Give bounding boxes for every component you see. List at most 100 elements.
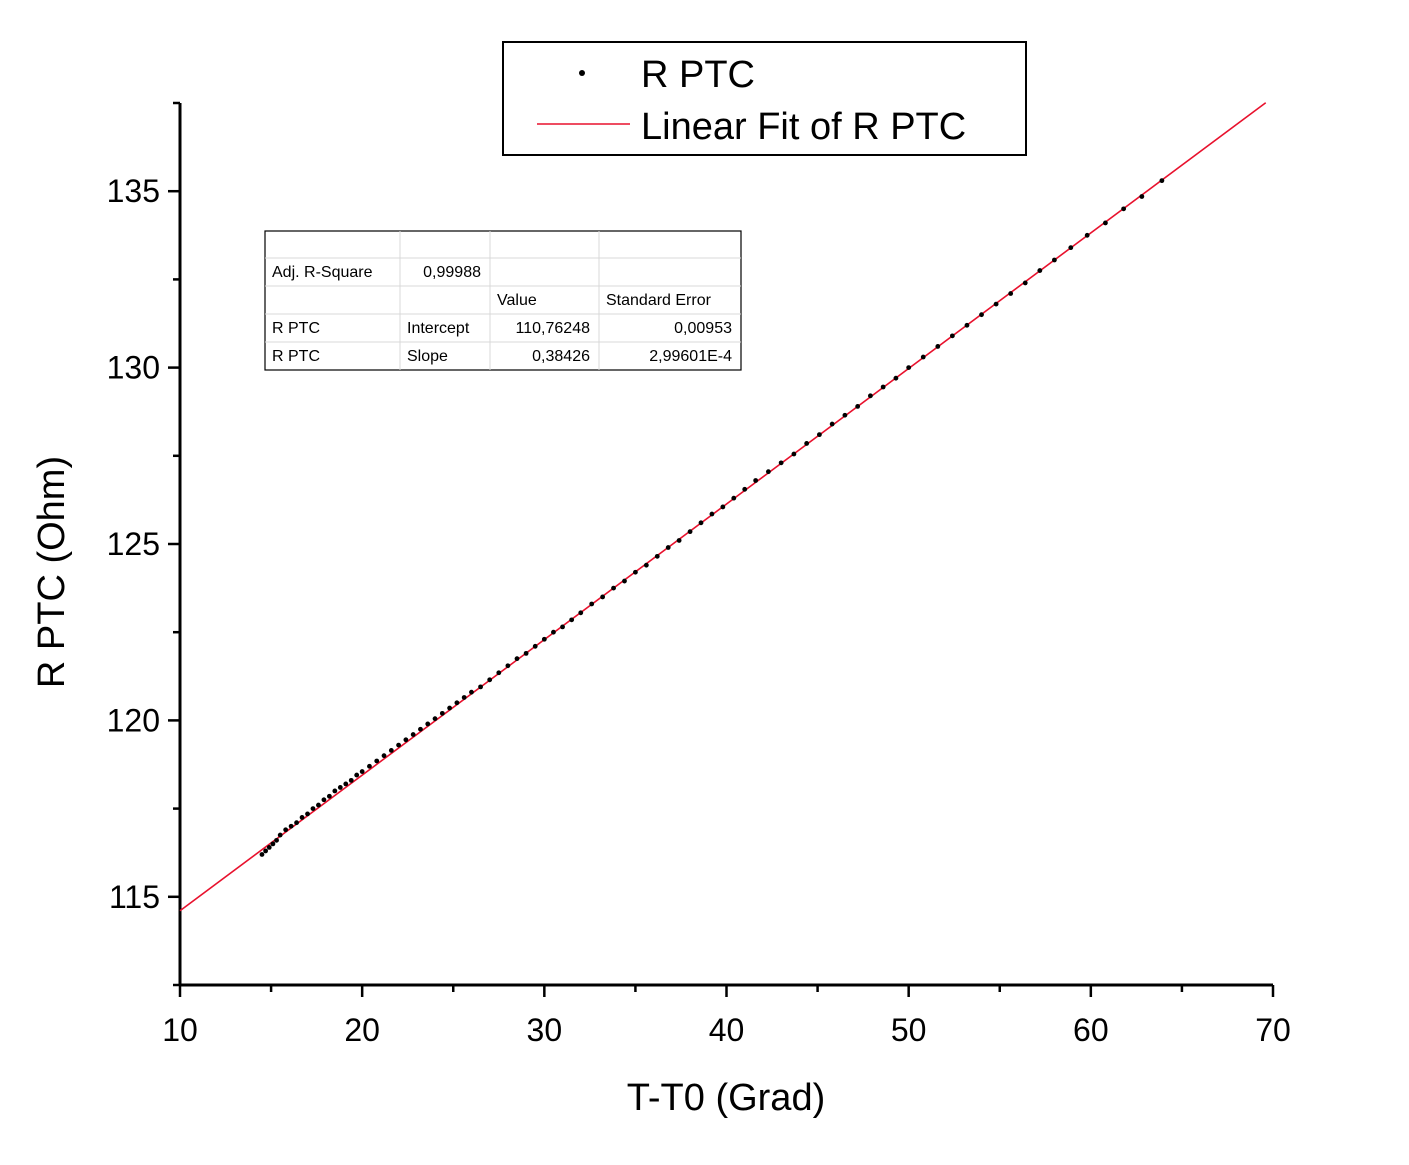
stats-table-border: [264, 230, 742, 371]
legend-box: [502, 41, 1027, 156]
x-tick-label: 20: [344, 1012, 380, 1048]
data-point: [321, 797, 327, 803]
legend-marker-r-ptc: [579, 70, 585, 76]
data-point: [266, 845, 272, 850]
x-tick-label: 70: [1255, 1012, 1291, 1048]
data-point: [687, 529, 693, 535]
data-point: [299, 815, 305, 820]
data-point: [868, 393, 873, 399]
data-point: [778, 460, 784, 466]
ticks: [168, 101, 1275, 997]
legend-label-linear-fit: Linear Fit of R PTC: [641, 106, 966, 148]
stats-cell: R PTC: [272, 348, 320, 365]
data-point: [418, 726, 423, 732]
data-point: [277, 832, 283, 838]
stats-cell: Standard Error: [606, 292, 712, 309]
data-point: [731, 495, 737, 501]
data-point: [514, 656, 520, 662]
data-point: [1068, 245, 1074, 251]
data-point: [1084, 232, 1090, 238]
y-tick-label: 130: [107, 350, 160, 386]
data-point: [920, 354, 926, 360]
data-point: [654, 553, 660, 559]
x-axis-title: T-T0 (Grad): [627, 1077, 825, 1119]
data-point: [709, 511, 715, 517]
data-point: [337, 785, 343, 790]
data-point: [367, 763, 372, 769]
data-point: [259, 852, 265, 857]
data-point: [622, 578, 627, 584]
data-points: [259, 178, 1165, 857]
data-point: [410, 732, 416, 737]
data-point: [461, 695, 467, 700]
data-point: [1121, 206, 1127, 212]
data-point: [1037, 268, 1043, 273]
data-point: [439, 710, 445, 716]
data-point: [432, 716, 438, 722]
data-point: [359, 769, 365, 774]
data-point: [447, 705, 453, 711]
data-point: [753, 478, 759, 483]
y-tick-label: 125: [107, 526, 160, 562]
y-tick-label: 115: [109, 879, 160, 915]
data-point: [560, 624, 565, 630]
data-point: [374, 758, 380, 764]
data-point: [316, 802, 321, 808]
data-point: [469, 689, 474, 695]
data-point: [478, 684, 483, 690]
data-point: [993, 301, 999, 307]
data-point: [270, 841, 276, 847]
y-tick-label: 120: [107, 702, 160, 738]
stats-cell: R PTC: [272, 320, 320, 337]
y-axis-title: R PTC (Ohm): [31, 456, 73, 688]
data-point: [388, 747, 394, 753]
data-point: [578, 610, 584, 616]
data-point: [600, 594, 606, 600]
x-tick-label: 50: [891, 1012, 927, 1048]
stats-cell: 110,76248: [516, 320, 591, 337]
data-point: [310, 806, 316, 811]
data-point: [332, 788, 338, 794]
legend-label-r-ptc: R PTC: [641, 54, 755, 96]
data-point: [804, 441, 810, 446]
y-tick-label: 135: [107, 173, 160, 209]
data-point: [855, 404, 861, 409]
data-point: [487, 677, 493, 683]
data-point: [949, 333, 955, 339]
legend: R PTC Linear Fit of R PTC: [502, 41, 1027, 156]
data-point: [354, 772, 360, 778]
stats-cell: 2,99601E-4: [649, 348, 732, 365]
data-point: [893, 375, 899, 381]
data-point: [1052, 257, 1057, 263]
data-point: [1103, 220, 1108, 226]
data-point: [611, 585, 616, 591]
data-point: [288, 823, 294, 829]
data-point: [1159, 178, 1165, 184]
tick-labels: 10 20 30 40 50 60 70 115 120 125 130 135: [107, 173, 1291, 1048]
data-point: [348, 777, 354, 783]
data-point: [1008, 291, 1014, 296]
stats-cell: Adj. R-Square: [272, 264, 373, 281]
data-point: [880, 384, 886, 390]
data-point: [343, 781, 349, 787]
data-point: [676, 538, 682, 543]
data-point: [396, 742, 401, 748]
x-tick-label: 30: [527, 1012, 563, 1048]
stats-cell: Slope: [407, 348, 448, 365]
data-point: [294, 820, 299, 826]
stats-cell: 0,38426: [532, 348, 590, 365]
data-point: [305, 811, 310, 817]
data-point: [698, 520, 704, 526]
data-point: [1022, 280, 1028, 286]
data-point: [551, 629, 556, 635]
stats-cell: Value: [497, 292, 537, 309]
data-point: [742, 486, 748, 492]
data-point: [454, 700, 460, 706]
data-point: [532, 643, 538, 649]
data-point: [979, 312, 984, 318]
data-point: [643, 562, 649, 568]
data-point: [274, 837, 279, 843]
data-point: [829, 421, 835, 427]
data-point: [1139, 194, 1145, 199]
